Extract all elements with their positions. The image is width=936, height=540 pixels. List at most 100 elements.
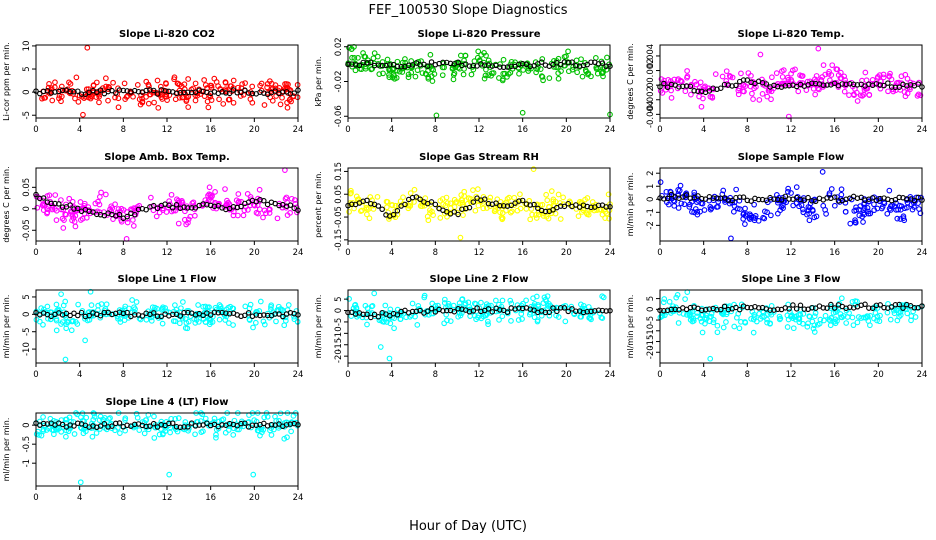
data-point — [230, 212, 237, 219]
data-point — [348, 313, 355, 320]
data-point — [257, 82, 263, 89]
data-point — [531, 314, 538, 321]
data-point — [427, 64, 434, 70]
data-point — [351, 54, 358, 61]
data-point — [838, 75, 845, 81]
data-point — [675, 205, 682, 211]
data-point — [684, 74, 690, 81]
data-point — [535, 208, 542, 215]
data-point — [153, 213, 160, 220]
reference-point — [481, 62, 488, 68]
data-point — [145, 81, 152, 88]
reference-point — [687, 83, 694, 90]
data-point — [696, 93, 702, 100]
data-point — [776, 313, 783, 320]
y-tick-label: -5 — [22, 327, 32, 335]
data-point — [471, 300, 478, 307]
data-point — [418, 58, 424, 64]
reference-point — [287, 421, 294, 427]
data-point — [449, 65, 456, 72]
data-point — [599, 315, 606, 322]
data-point — [509, 208, 515, 215]
data-point — [421, 294, 428, 301]
data-point — [911, 204, 917, 210]
data-point — [66, 414, 73, 421]
y-tick-label: 5 — [22, 66, 32, 71]
data-point — [264, 413, 271, 420]
data-point — [828, 186, 835, 192]
data-point — [676, 187, 683, 194]
reference-point — [139, 313, 146, 319]
data-point — [213, 434, 219, 441]
chart-panel: Slope Line 4 (LT) Flow ml/min per min. 0 4 8… — [2, 397, 303, 503]
reference-point — [443, 307, 450, 314]
data-point — [221, 204, 228, 210]
data-point — [517, 191, 523, 198]
data-point — [376, 317, 383, 324]
data-point — [451, 196, 458, 203]
data-point — [697, 79, 704, 86]
x-tick-label: 8 — [745, 370, 750, 380]
reference-point — [196, 422, 203, 428]
data-point — [151, 413, 157, 420]
data-point — [290, 412, 297, 419]
data-point — [216, 316, 223, 323]
data-point — [102, 191, 109, 198]
reference-point — [352, 62, 359, 68]
data-point — [691, 209, 698, 216]
data-point — [66, 79, 72, 86]
data-point — [48, 316, 54, 322]
data-point — [594, 70, 601, 77]
data-point — [896, 313, 902, 320]
reference-point — [97, 423, 104, 429]
reference-point — [771, 196, 777, 202]
reference-point — [226, 310, 233, 317]
data-point — [266, 206, 272, 213]
data-point — [223, 306, 230, 313]
reference-point — [828, 301, 834, 308]
x-tick-label: 24 — [917, 125, 928, 135]
data-point — [533, 69, 539, 76]
data-point — [538, 73, 545, 79]
reference-point — [360, 311, 366, 318]
data-point — [546, 75, 553, 81]
data-point — [235, 84, 241, 91]
data-point — [252, 319, 259, 326]
data-point — [226, 96, 233, 103]
x-tick-label: 0 — [345, 125, 350, 135]
x-tick-label: 16 — [829, 248, 840, 258]
data-point — [876, 318, 883, 325]
outlier-point — [728, 235, 734, 242]
reference-point — [417, 196, 423, 203]
data-point — [206, 304, 212, 310]
data-point — [797, 72, 803, 79]
y-tick-label: -20 — [646, 345, 656, 359]
data-point — [156, 431, 163, 438]
panel-title: Slope Line 3 Flow — [742, 274, 841, 285]
data-point — [176, 320, 183, 327]
reference-point — [554, 308, 560, 315]
data-point — [805, 204, 812, 210]
data-point — [828, 314, 835, 321]
x-tick-label: 16 — [829, 370, 840, 380]
data-point — [526, 311, 533, 318]
reference-point — [200, 312, 206, 319]
reference-point — [812, 198, 819, 205]
outlier-point — [377, 344, 384, 350]
data-point — [871, 207, 878, 214]
reference-point — [150, 310, 157, 316]
reference-point — [116, 420, 123, 426]
data-point — [759, 91, 766, 97]
data-point — [694, 209, 701, 215]
reference-point — [242, 420, 248, 426]
data-point — [240, 212, 247, 219]
reference-point — [169, 205, 176, 211]
data-point — [555, 191, 562, 198]
data-point — [800, 209, 807, 216]
y-tick-label: 0.05 — [22, 178, 32, 197]
chart-panel: Slope Line 3 Flow ml/min per min. 0 4 8 12 16 2… — [626, 274, 927, 380]
data-point — [839, 314, 845, 321]
reference-point — [131, 421, 138, 428]
reference-point — [550, 305, 556, 311]
